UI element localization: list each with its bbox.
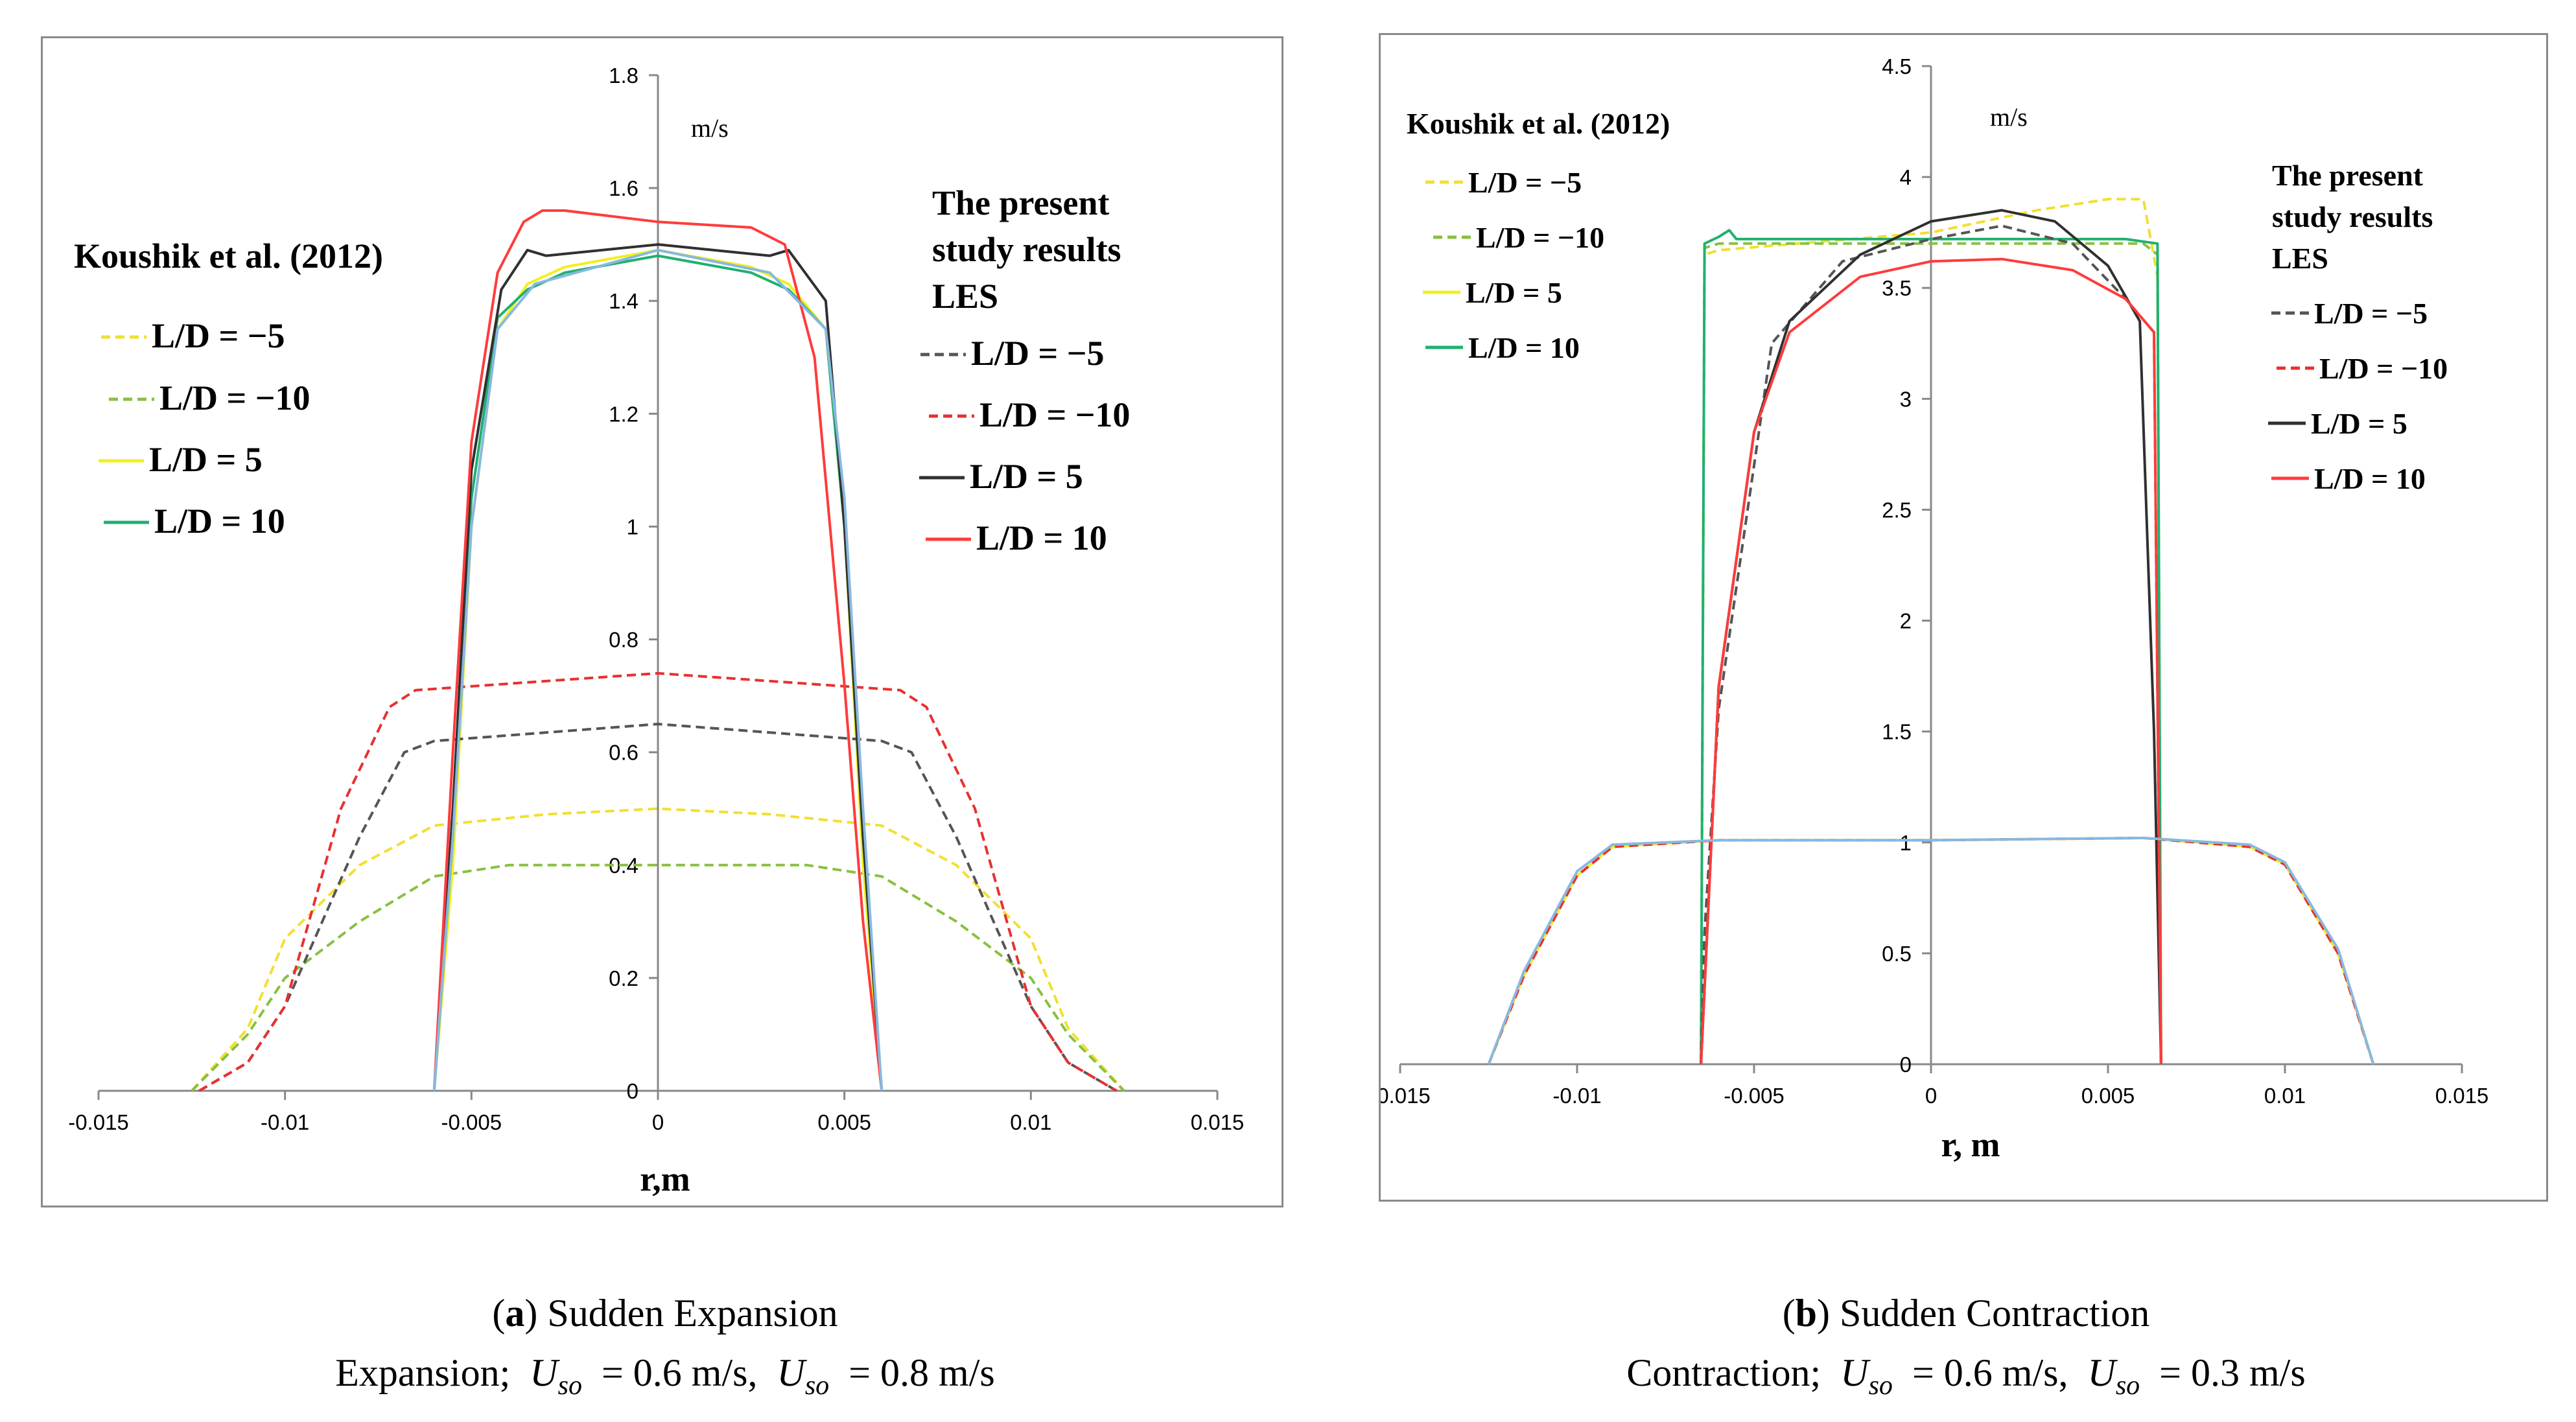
series-line-a-8 xyxy=(432,248,884,1091)
caption-b-text: Sudden Contraction xyxy=(1840,1292,2150,1335)
caption-a-value1: = 0.6 m/s, xyxy=(601,1351,758,1394)
y-tick-label: 1.4 xyxy=(609,289,638,313)
legend-label-present-2: L/D = 5 xyxy=(970,457,1083,496)
caption-b-u2-sub: so xyxy=(2115,1371,2140,1401)
caption-a-u1-sub: so xyxy=(557,1371,582,1401)
y-tick-label: 1.8 xyxy=(609,64,638,87)
caption-b-value1: = 0.6 m/s, xyxy=(1912,1351,2068,1394)
x-tick-label: -0.01 xyxy=(261,1110,309,1134)
caption-a-prefix: Expansion; xyxy=(335,1351,511,1394)
caption-b-prefix: Contraction; xyxy=(1626,1351,1821,1394)
legend-label-koushik-1: L/D = −10 xyxy=(1476,221,1604,254)
x-tick-label: -0.015 xyxy=(1381,1084,1431,1108)
x-tick-label: -0.005 xyxy=(1724,1084,1785,1108)
legend-present-title-line: The present xyxy=(932,183,1110,222)
chart-a-svg: -0.015 -0.01 -0.005 0 0.005 0.01 0.01500.20.40… xyxy=(68,64,1245,1198)
legend-present-title-line: LES xyxy=(2272,242,2328,275)
y-tick-label: 1.2 xyxy=(609,402,638,426)
series-line-a-5 xyxy=(198,671,1118,1092)
legend-label-koushik-3: L/D = 10 xyxy=(1468,331,1580,364)
chart-panel-a: -0.015 -0.01 -0.005 0 0.005 0.01 0.015 0 0.2 0.4 0… xyxy=(41,36,1283,1207)
legend-label-koushik-2: L/D = 5 xyxy=(1466,276,1562,309)
legend-label-present-0: L/D = −5 xyxy=(971,334,1105,373)
legend-label-koushik-0: L/D = −5 xyxy=(152,316,285,355)
x-axis-label: r,m xyxy=(640,1160,690,1198)
caption-b-u1: U xyxy=(1840,1351,1869,1394)
caption-a-u2: U xyxy=(777,1351,805,1394)
caption-b-u1-sub: so xyxy=(1868,1371,1893,1401)
series-line-b-8 xyxy=(1487,836,2375,1065)
x-tick-label: 0.005 xyxy=(2081,1084,2135,1108)
x-tick-label: 0.005 xyxy=(817,1110,871,1134)
caption-b-title: (b) Sudden Contraction xyxy=(1782,1292,2150,1335)
x-tick-label: 0 xyxy=(1925,1084,1937,1108)
y-tick-label: 4.5 xyxy=(1882,54,1912,78)
y-tick-label: 2 xyxy=(1900,609,1912,633)
caption-b: (b) Sudden Contraction Contraction; Uso … xyxy=(1415,1283,2517,1416)
legend-label-koushik-3: L/D = 10 xyxy=(154,502,285,541)
y-axis-unit-label: m/s xyxy=(691,113,729,143)
legend-label-present-2: L/D = 5 xyxy=(2311,407,2407,440)
y-tick-label: 0.5 xyxy=(1882,942,1912,966)
legend-present-title-line: LES xyxy=(932,277,998,316)
series-line-b-3 xyxy=(1700,229,2162,1065)
x-tick-label: 0.01 xyxy=(1010,1110,1051,1134)
y-tick-label: 1.5 xyxy=(1882,720,1912,744)
legend-present-title-line: study results xyxy=(2272,200,2433,233)
x-tick-label: 0.015 xyxy=(1191,1110,1245,1134)
y-tick-label: 2.5 xyxy=(1882,498,1912,522)
legend-label-koushik-1: L/D = −10 xyxy=(159,379,310,417)
y-axis-unit-label: m/s xyxy=(1990,102,2028,132)
series-line-a-4 xyxy=(198,723,1118,1092)
x-tick-label: -0.015 xyxy=(68,1110,129,1134)
caption-b-u2: U xyxy=(2087,1351,2116,1394)
x-tick-label: -0.01 xyxy=(1552,1084,1601,1108)
legend-label-koushik-2: L/D = 5 xyxy=(149,440,263,479)
caption-a-letter: a xyxy=(505,1292,525,1335)
legend-label-present-3: L/D = 10 xyxy=(976,519,1107,557)
legend-label-present-1: L/D = −10 xyxy=(979,395,1130,434)
caption-a-line2: Expansion; Uso = 0.6 m/s, Uso = 0.8 m/s xyxy=(114,1343,1216,1416)
legend-label-present-1: L/D = −10 xyxy=(2319,352,2448,385)
y-tick-label: 0.8 xyxy=(609,628,638,652)
legend-present-title-line: study results xyxy=(932,230,1121,269)
y-tick-label: 0 xyxy=(627,1079,638,1103)
series-line-b-0 xyxy=(1700,198,2162,1065)
y-tick-label: 1.6 xyxy=(609,176,638,200)
y-tick-label: 1 xyxy=(1900,831,1912,855)
series-line-b-7 xyxy=(1700,257,2162,1065)
caption-b-value2: = 0.3 m/s xyxy=(2159,1351,2306,1394)
caption-a-title: (a) Sudden Expansion xyxy=(492,1292,838,1335)
y-tick-label: 0 xyxy=(1900,1053,1912,1077)
chart-panel-b: -0.015 -0.01 -0.005 0 0.005 0.01 0.015 0 0.5 1 1.5… xyxy=(1370,33,2548,1202)
caption-b-line2: Contraction; Uso = 0.6 m/s, Uso = 0.3 m/… xyxy=(1415,1343,2517,1416)
legend-label-present-3: L/D = 10 xyxy=(2314,462,2426,495)
y-tick-label: 0.2 xyxy=(609,966,638,990)
y-tick-label: 4 xyxy=(1900,165,1912,189)
series-line-a-7 xyxy=(432,209,884,1091)
caption-a-u1: U xyxy=(530,1351,558,1394)
x-tick-label: 0.01 xyxy=(2264,1084,2306,1108)
legend-koushik-title: Koushik et al. (2012) xyxy=(1407,107,1670,140)
legend-present-title-line: The present xyxy=(2272,159,2424,192)
legend-koushik-title: Koushik et al. (2012) xyxy=(74,237,383,275)
caption-a-u2-sub: so xyxy=(804,1371,830,1401)
y-tick-label: 0.6 xyxy=(609,741,638,765)
series-line-a-6 xyxy=(432,243,884,1091)
x-tick-label: 0 xyxy=(652,1110,664,1134)
legend-label-koushik-0: L/D = −5 xyxy=(1468,166,1582,199)
x-tick-label: 0.015 xyxy=(2435,1084,2489,1108)
caption-b-letter: b xyxy=(1795,1292,1818,1335)
y-tick-label: 1 xyxy=(627,515,638,539)
x-tick-label: -0.005 xyxy=(441,1110,502,1134)
y-tick-label: 3 xyxy=(1900,387,1912,411)
caption-a-text: Sudden Expansion xyxy=(547,1292,838,1335)
series-line-a-1 xyxy=(191,863,1125,1092)
x-axis-label: r, m xyxy=(1941,1125,2000,1164)
chart-b-svg: -0.015 -0.01 -0.005 0 0.005 0.01 0.015 0 0.5 1 1.5… xyxy=(1370,54,2489,1164)
legend-label-present-0: L/D = −5 xyxy=(2314,297,2428,330)
caption-a: (a) Sudden Expansion Expansion; Uso = 0.… xyxy=(114,1283,1216,1416)
y-tick-label: 3.5 xyxy=(1882,276,1912,300)
caption-a-value2: = 0.8 m/s xyxy=(849,1351,995,1394)
